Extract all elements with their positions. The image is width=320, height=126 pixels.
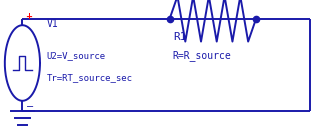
- Text: V1: V1: [46, 19, 58, 29]
- Text: R=R_source: R=R_source: [173, 50, 232, 61]
- Text: Tr=RT_source_sec: Tr=RT_source_sec: [46, 74, 132, 83]
- Text: −: −: [26, 102, 34, 112]
- Text: U2=V_source: U2=V_source: [46, 51, 106, 60]
- Text: R1: R1: [173, 32, 186, 41]
- Text: +: +: [26, 12, 33, 21]
